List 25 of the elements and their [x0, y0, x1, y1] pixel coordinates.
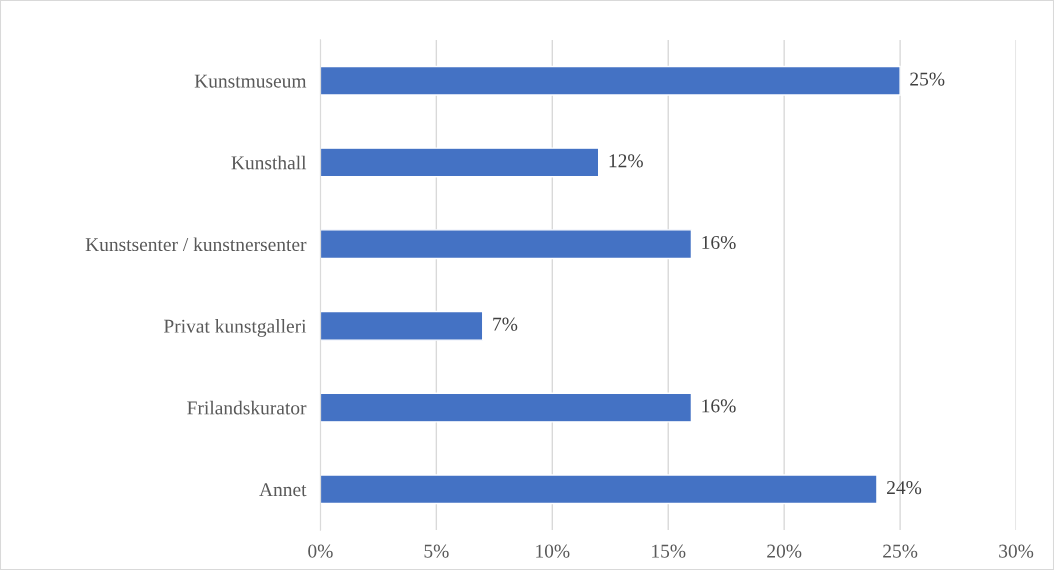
x-tick-label: 15%: [652, 544, 686, 558]
x-tick-label: 0%: [308, 544, 333, 558]
bar: [320, 310, 484, 341]
data-label: 16%: [702, 235, 736, 250]
bar: [320, 229, 693, 260]
x-tick-label: 30%: [999, 544, 1034, 558]
x-tick-label: 25%: [883, 544, 918, 558]
y-tick-label: Kunsthall: [231, 155, 307, 170]
bar: [320, 474, 878, 505]
y-tick-label: Annet: [259, 483, 307, 497]
y-tick-label: Kunstmuseum: [194, 74, 307, 88]
x-tick-label: 20%: [767, 544, 802, 558]
bar: [320, 65, 901, 96]
x-tick-label: 5%: [424, 544, 449, 558]
bar: [320, 392, 693, 423]
y-tick-label: Kunstsenter / kunstnersenter: [85, 237, 307, 252]
y-tick-label: Frilandskurator: [187, 400, 307, 415]
data-label: 12%: [609, 154, 643, 168]
data-label: 25%: [910, 72, 945, 86]
bar: [320, 147, 600, 178]
x-tick-label: 10%: [536, 544, 570, 558]
data-label: 7%: [493, 317, 518, 331]
y-tick-label: Privat kunstgalleri: [163, 319, 307, 337]
data-label: 24%: [887, 481, 922, 495]
data-label: 16%: [702, 399, 736, 413]
